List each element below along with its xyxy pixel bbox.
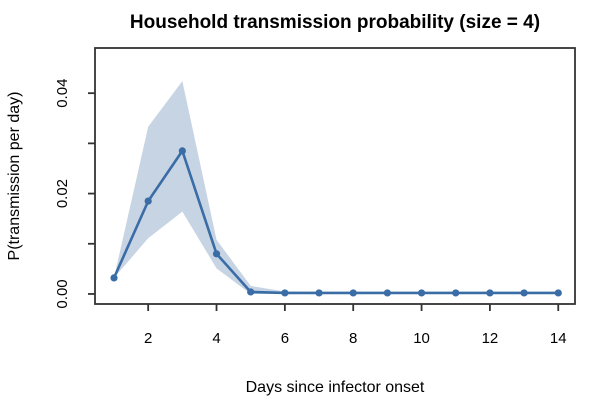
x-tick-label: 14 xyxy=(550,330,567,347)
plot-box xyxy=(94,47,576,305)
data-point xyxy=(383,289,391,297)
data-point xyxy=(110,274,118,282)
data-point xyxy=(315,289,323,297)
x-tick-label: 4 xyxy=(212,330,220,347)
data-point xyxy=(486,289,494,297)
data-point xyxy=(178,147,186,155)
x-tick-label: 12 xyxy=(482,330,499,347)
data-line xyxy=(112,149,560,295)
x-tick-label: 2 xyxy=(144,330,152,347)
confidence-band xyxy=(114,81,559,294)
x-tick-label: 10 xyxy=(413,330,430,347)
data-point xyxy=(417,289,426,297)
x-tick-label: 8 xyxy=(349,330,357,347)
data-point xyxy=(247,288,255,296)
data-point xyxy=(212,250,221,258)
data-point xyxy=(554,289,562,297)
y-tick-label: 0.02 xyxy=(54,179,71,208)
data-point xyxy=(349,289,357,297)
data-point xyxy=(281,289,289,297)
data-point xyxy=(144,197,152,205)
y-axis-label: P(transmission per day) xyxy=(6,91,23,261)
y-tick-label: 0.04 xyxy=(54,79,71,108)
data-point xyxy=(452,289,460,297)
x-tick-label: 6 xyxy=(281,330,289,347)
x-axis-label: Days since infector onset xyxy=(245,379,425,396)
chart-title: Household transmission probability (size… xyxy=(129,12,541,33)
data-point xyxy=(520,289,528,297)
y-tick-label: 0.00 xyxy=(54,279,71,308)
